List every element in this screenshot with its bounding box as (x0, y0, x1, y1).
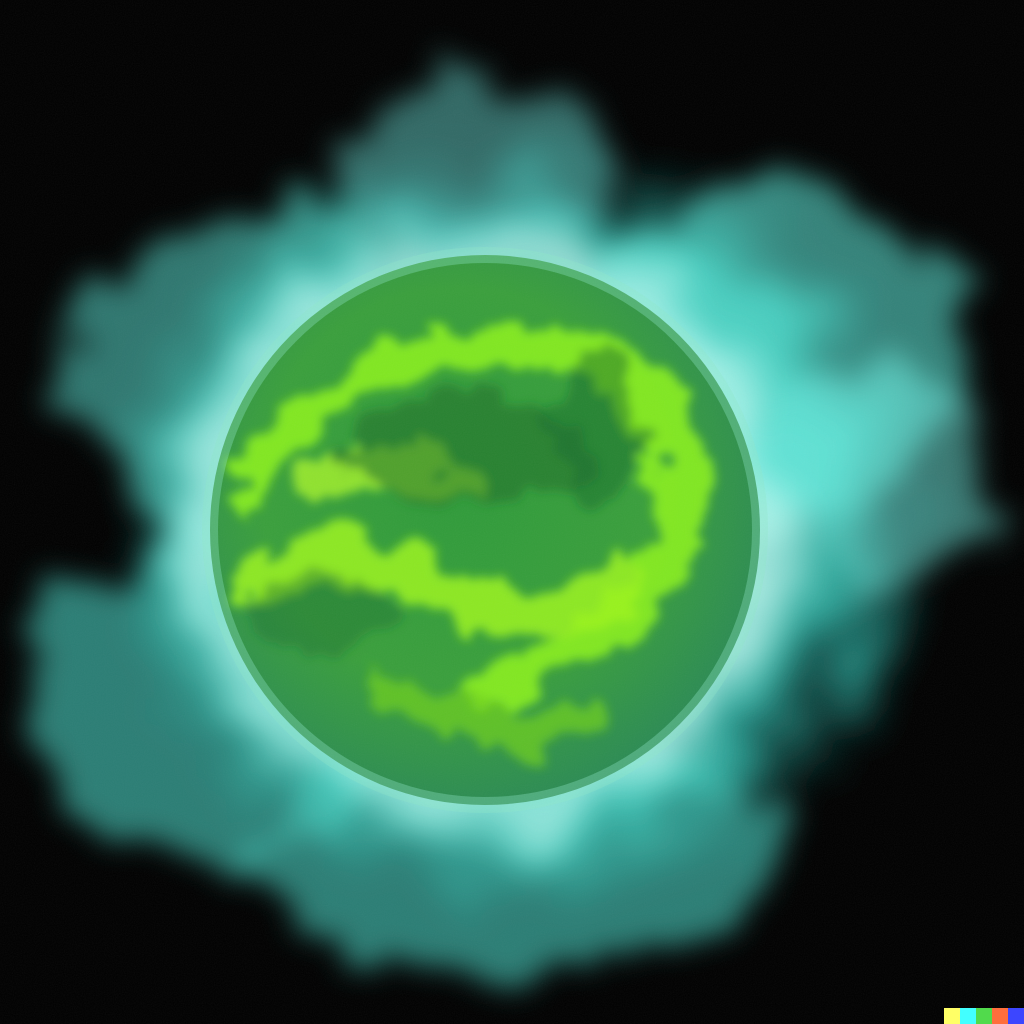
watermark-swatch-4 (992, 1008, 1008, 1024)
watermark-swatch-3 (976, 1008, 992, 1024)
color-bar-watermark (944, 1008, 1024, 1024)
watermark-swatch-5 (1008, 1008, 1024, 1024)
watermark-swatch-2 (960, 1008, 976, 1024)
watermark-swatch-1 (944, 1008, 960, 1024)
